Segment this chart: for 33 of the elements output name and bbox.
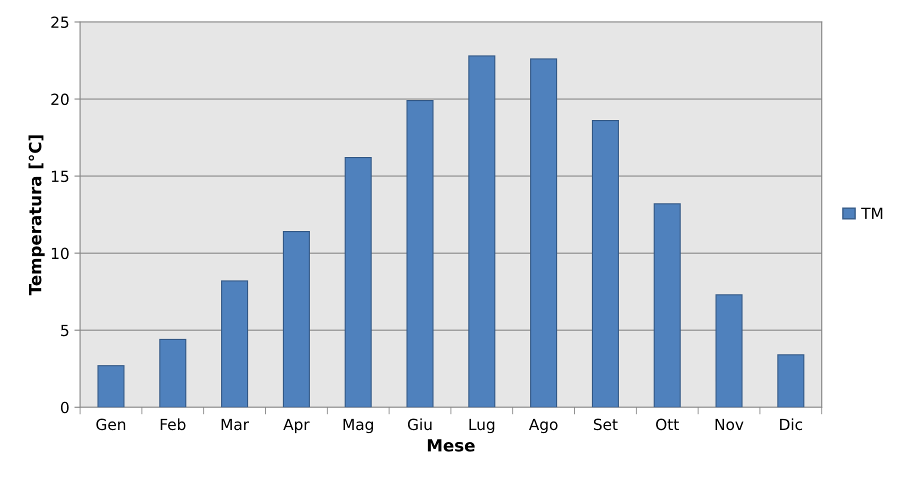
y-tick-label: 20 bbox=[51, 94, 69, 106]
x-tick-label: Mar bbox=[222, 418, 249, 430]
y-axis-title: Temperatura [°C] bbox=[28, 135, 45, 296]
bar bbox=[654, 203, 681, 408]
bar bbox=[282, 231, 310, 408]
bar bbox=[777, 354, 804, 408]
y-tick-label: 15 bbox=[52, 170, 68, 182]
y-tick-label: 0 bbox=[60, 402, 69, 414]
bar bbox=[221, 280, 248, 408]
legend-label: TM bbox=[861, 208, 882, 219]
bar bbox=[468, 55, 496, 408]
x-tick-label: Mag bbox=[344, 418, 373, 434]
y-tick-label: 10 bbox=[52, 248, 69, 260]
bar bbox=[715, 294, 743, 408]
bar bbox=[530, 58, 558, 408]
x-tick-label: Feb bbox=[160, 418, 186, 430]
x-axis-title: Mese bbox=[428, 439, 475, 452]
bar bbox=[159, 338, 186, 408]
bar bbox=[592, 120, 619, 408]
x-tick-label: Nov bbox=[716, 418, 744, 430]
x-tick-label: Ago bbox=[528, 418, 558, 434]
y-tick-label: 5 bbox=[61, 324, 68, 336]
bar bbox=[344, 157, 372, 408]
x-tick-label: Dic bbox=[780, 418, 802, 430]
bar bbox=[97, 365, 125, 408]
x-tick-label: Gen bbox=[96, 418, 126, 430]
y-tick-label: 25 bbox=[51, 16, 68, 28]
x-tick-label: Apr bbox=[283, 418, 310, 434]
x-tick-label: Ott bbox=[656, 418, 679, 430]
x-tick-label: Set bbox=[594, 418, 618, 430]
bar bbox=[406, 100, 434, 408]
x-tick-label: Lug bbox=[469, 418, 494, 434]
x-tick-label: Giu bbox=[408, 418, 432, 430]
